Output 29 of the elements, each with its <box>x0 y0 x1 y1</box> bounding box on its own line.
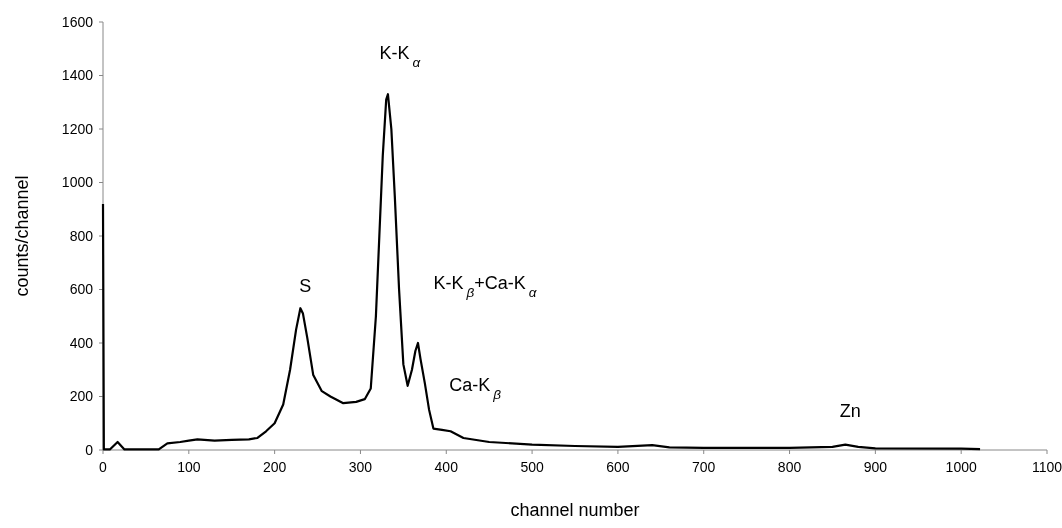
x-tick-label: 100 <box>177 459 201 475</box>
y-tick-label: 1200 <box>61 120 94 137</box>
y-tick-label: 600 <box>69 281 94 298</box>
x-tick-label: 800 <box>777 459 802 475</box>
x-tick-label: 0 <box>99 459 108 475</box>
x-tick-label: 500 <box>520 459 544 475</box>
annotation: S <box>299 275 312 296</box>
x-tick-label: 300 <box>348 459 373 475</box>
x-tick-label: 400 <box>434 459 459 475</box>
y-tick-label: 400 <box>69 334 94 351</box>
y-tick-label: 0 <box>85 441 94 458</box>
x-tick-label: 1000 <box>945 459 977 475</box>
annotation: Ca-K$_{β}$ <box>449 375 502 402</box>
y-tick-label: 200 <box>69 388 94 405</box>
x-axis-title: channel number <box>510 500 640 520</box>
y-tick-label: 1400 <box>61 67 94 84</box>
x-tick-label: 600 <box>606 459 630 475</box>
y-tick-label: 800 <box>69 227 94 244</box>
line-series <box>101 93 982 451</box>
annotation: K-K$_{β}$+Ca-K$_{α}$ <box>433 273 538 300</box>
x-tick-label: 700 <box>692 459 716 475</box>
x-tick-label: 1100 <box>1031 459 1062 475</box>
y-tick-label: 1600 <box>61 13 94 30</box>
x-tick-label: 900 <box>863 459 888 475</box>
y-axis-title: counts/channel <box>12 175 32 297</box>
x-tick-label: 200 <box>262 459 287 475</box>
y-tick-label: 1000 <box>61 174 94 191</box>
annotation: K-K$_{α}$ <box>379 42 422 70</box>
annotation: Zn <box>839 400 861 421</box>
